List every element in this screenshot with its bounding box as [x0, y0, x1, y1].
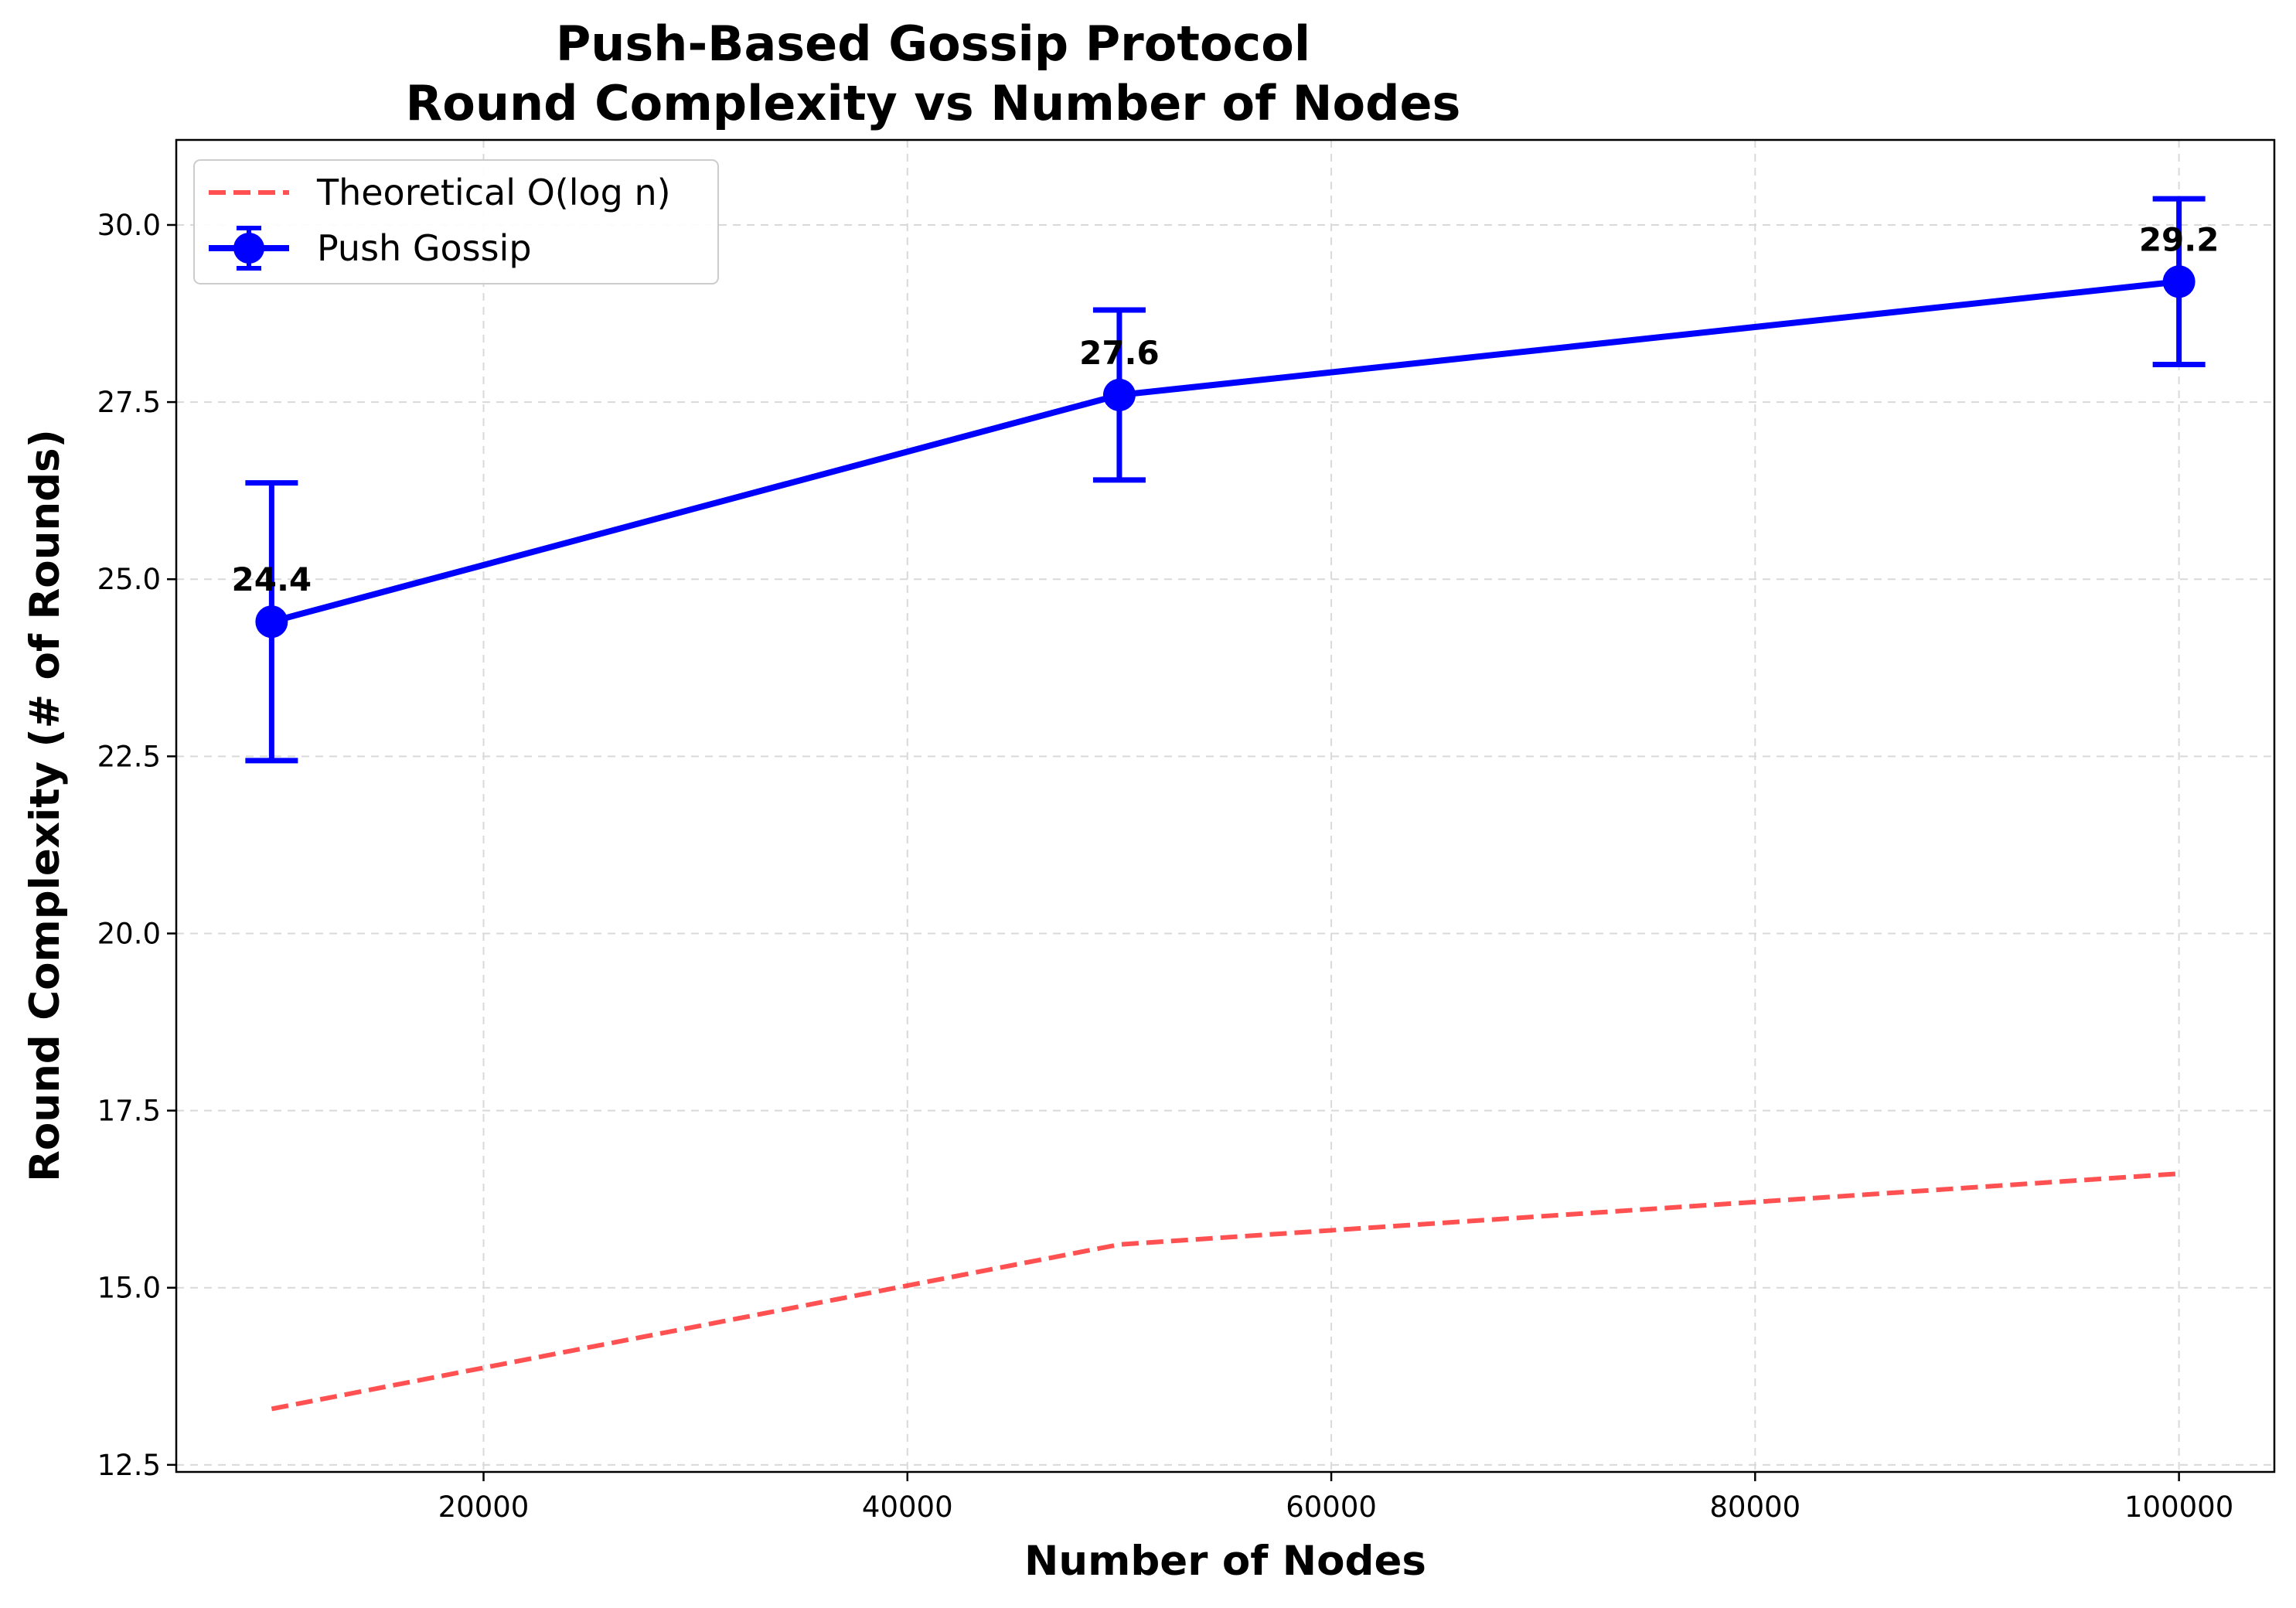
y-tick-label: 17.5 [97, 1095, 161, 1128]
y-tick-label: 27.5 [97, 386, 161, 419]
tick-layer: 20000 40000 60000 80000 100000 12.5 15.0 17.5 20… [97, 209, 2234, 1524]
plot-frame [175, 138, 2276, 1473]
chart-title-line-1: Push-Based Gossip Protocol [556, 15, 1310, 72]
chart-title-line-2: Round Complexity vs Number of Nodes [406, 75, 1461, 131]
y-tick-label: 20.0 [97, 917, 161, 950]
x-axis-label: Number of Nodes [1024, 1538, 1426, 1585]
y-tick-label: 25.0 [97, 563, 161, 596]
data-label: 29.2 [2139, 220, 2219, 258]
grid-layer [176, 140, 2274, 1472]
x-tick-label: 80000 [1710, 1490, 1801, 1524]
x-tick-label: 40000 [862, 1490, 953, 1524]
y-tick-label: 30.0 [97, 209, 161, 242]
push-gossip-point [1102, 378, 1136, 411]
legend: Theoretical O(log n) Push Gossip [193, 159, 719, 284]
legend-swatch-push-gossip [209, 226, 289, 271]
x-tick-label: 100000 [2124, 1490, 2233, 1524]
data-label: 27.6 [1079, 334, 1160, 372]
x-tick-label: 60000 [1286, 1490, 1377, 1524]
series-layer: 24.4 27.6 29.2 [232, 196, 2219, 1412]
y-axis-label: Round Complexity (# of Rounds) [22, 429, 69, 1182]
y-tick-label: 15.0 [97, 1272, 161, 1305]
legend-box [193, 159, 719, 284]
push-gossip-point [255, 605, 288, 639]
theoretical-log-line [271, 1171, 2179, 1412]
push-gossip-point [2162, 265, 2196, 298]
legend-label-push-gossip: Push Gossip [317, 227, 532, 269]
y-tick-label: 22.5 [97, 740, 161, 773]
x-tick-label: 20000 [438, 1490, 530, 1524]
legend-label-theoretical: Theoretical O(log n) [316, 172, 671, 213]
y-tick-label: 12.5 [97, 1449, 161, 1482]
data-label: 24.4 [232, 560, 312, 598]
